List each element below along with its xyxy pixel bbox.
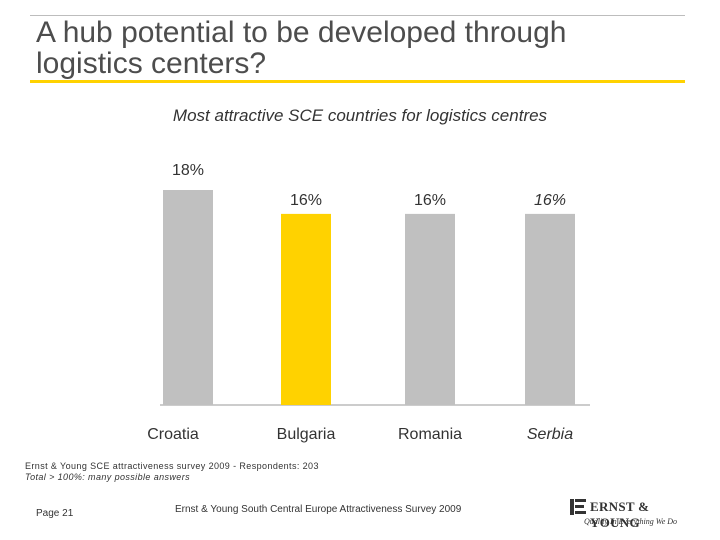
value-label-croatia: 18%	[172, 162, 204, 179]
logo-tagline: Quality In Everything We Do	[584, 517, 678, 526]
bar-croatia	[163, 190, 213, 405]
logo-name: ERNST & YOUNG	[590, 499, 650, 530]
tick-label-romania: Romania	[398, 426, 462, 443]
footer-text: Ernst & Young South Central Europe Attra…	[175, 504, 462, 515]
value-label-romania: 16%	[414, 192, 446, 209]
page-number: Page 21	[36, 508, 74, 519]
title-underline	[30, 80, 685, 83]
source-note: Ernst & Young SCE attractiveness survey …	[25, 461, 319, 483]
top-rule	[30, 15, 685, 16]
bar-bulgaria	[281, 213, 331, 405]
page-title: A hub potential to be developed through …	[36, 16, 567, 80]
value-label-bulgaria: 16%	[290, 192, 322, 209]
bar-serbia	[525, 213, 575, 405]
chart-subtitle: Most attractive SCE countries for logist…	[172, 106, 548, 125]
logo-mark-icon	[570, 499, 586, 515]
tick-label-bulgaria: Bulgaria	[277, 426, 336, 443]
tick-label-croatia: Croatia	[147, 426, 199, 443]
value-label-serbia: 16%	[534, 192, 566, 209]
source-footnote: Total > 100%: many possible answers	[25, 472, 191, 482]
tick-label-serbia: Serbia	[527, 426, 573, 443]
company-logo: ERNST & YOUNG Quality In Everything We D…	[570, 497, 690, 531]
bar-romania	[405, 213, 455, 405]
source-line: Ernst & Young SCE attractiveness survey …	[25, 461, 319, 471]
